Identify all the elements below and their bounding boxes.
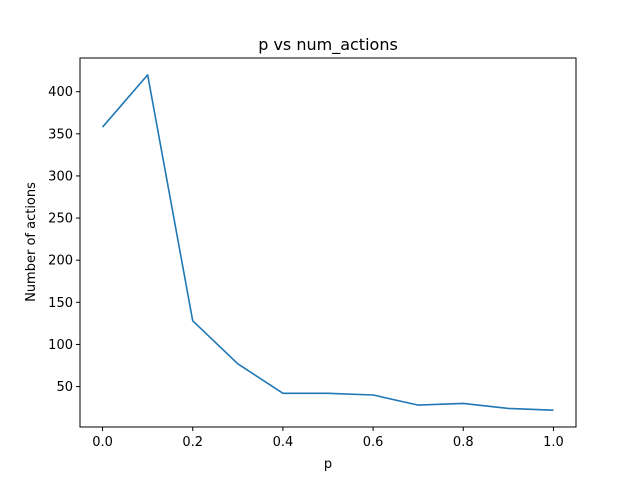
- y-axis-label: Number of actions: [24, 182, 39, 302]
- chart-title: p vs num_actions: [258, 35, 398, 55]
- x-tick-label: 0.6: [363, 435, 384, 450]
- x-axis-ticks: 0.0 0.2 0.4 0.6 0.8 1.0: [92, 427, 564, 450]
- y-tick-label: 400: [48, 85, 73, 100]
- y-tick-label: 350: [48, 127, 73, 142]
- x-tick-label: 0.8: [453, 435, 474, 450]
- x-tick-label: 1.0: [543, 435, 564, 450]
- plot-area-frame: [79, 57, 577, 428]
- y-axis-ticks: 50 100 150 200 250 300 350 400: [48, 85, 80, 395]
- y-tick-label: 150: [48, 296, 73, 311]
- y-tick-label: 300: [48, 169, 73, 184]
- x-axis-label: p: [324, 457, 332, 472]
- x-tick-label: 0.4: [273, 435, 294, 450]
- x-tick-label: 0.2: [182, 435, 203, 450]
- plot-layer: [101, 74, 554, 411]
- y-tick-label: 200: [48, 254, 73, 269]
- y-tick-label: 100: [48, 338, 73, 353]
- y-tick-label: 250: [48, 212, 73, 227]
- x-tick-label: 0.0: [92, 435, 113, 450]
- series-line: [101, 74, 554, 411]
- y-tick-label: 50: [56, 380, 73, 395]
